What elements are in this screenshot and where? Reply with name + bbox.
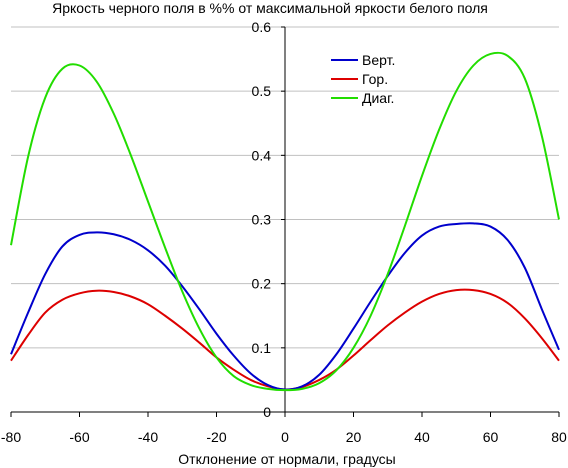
y-tick-label: 0.3 (252, 212, 272, 228)
series-lines (10, 51, 560, 392)
y-tick-label: 0.1 (252, 340, 272, 356)
y-tick-label: 0.6 (252, 19, 272, 35)
series-line (10, 51, 560, 392)
legend: Верт. Гор. Диаг. (331, 52, 395, 106)
legend-label: Гор. (362, 71, 388, 87)
y-tick-label: 0.4 (252, 147, 272, 163)
x-tick-label: 20 (346, 429, 362, 445)
y-tick-label: 0.2 (252, 276, 272, 292)
x-axis-title: Отклонение от нормали, градусы (178, 451, 395, 467)
x-tick-label: 40 (414, 429, 430, 445)
y-tick-label: 0.5 (252, 83, 272, 99)
legend-label: Диаг. (362, 90, 394, 106)
x-tick-label: -80 (1, 429, 21, 445)
chart-title: Яркость черного поля в %% от максимально… (52, 0, 488, 16)
legend-label: Верт. (362, 52, 395, 68)
x-tick-label: 60 (483, 429, 499, 445)
x-tick-label: 0 (281, 429, 289, 445)
x-tick-label: -40 (138, 429, 158, 445)
x-tick-label: -20 (206, 429, 226, 445)
axes: 00.10.20.30.40.50.6-80 -60 -40 -20 0 20 40 60 80 (1, 19, 567, 445)
x-tick-label: 80 (551, 429, 567, 445)
x-tick-label: -60 (69, 429, 89, 445)
